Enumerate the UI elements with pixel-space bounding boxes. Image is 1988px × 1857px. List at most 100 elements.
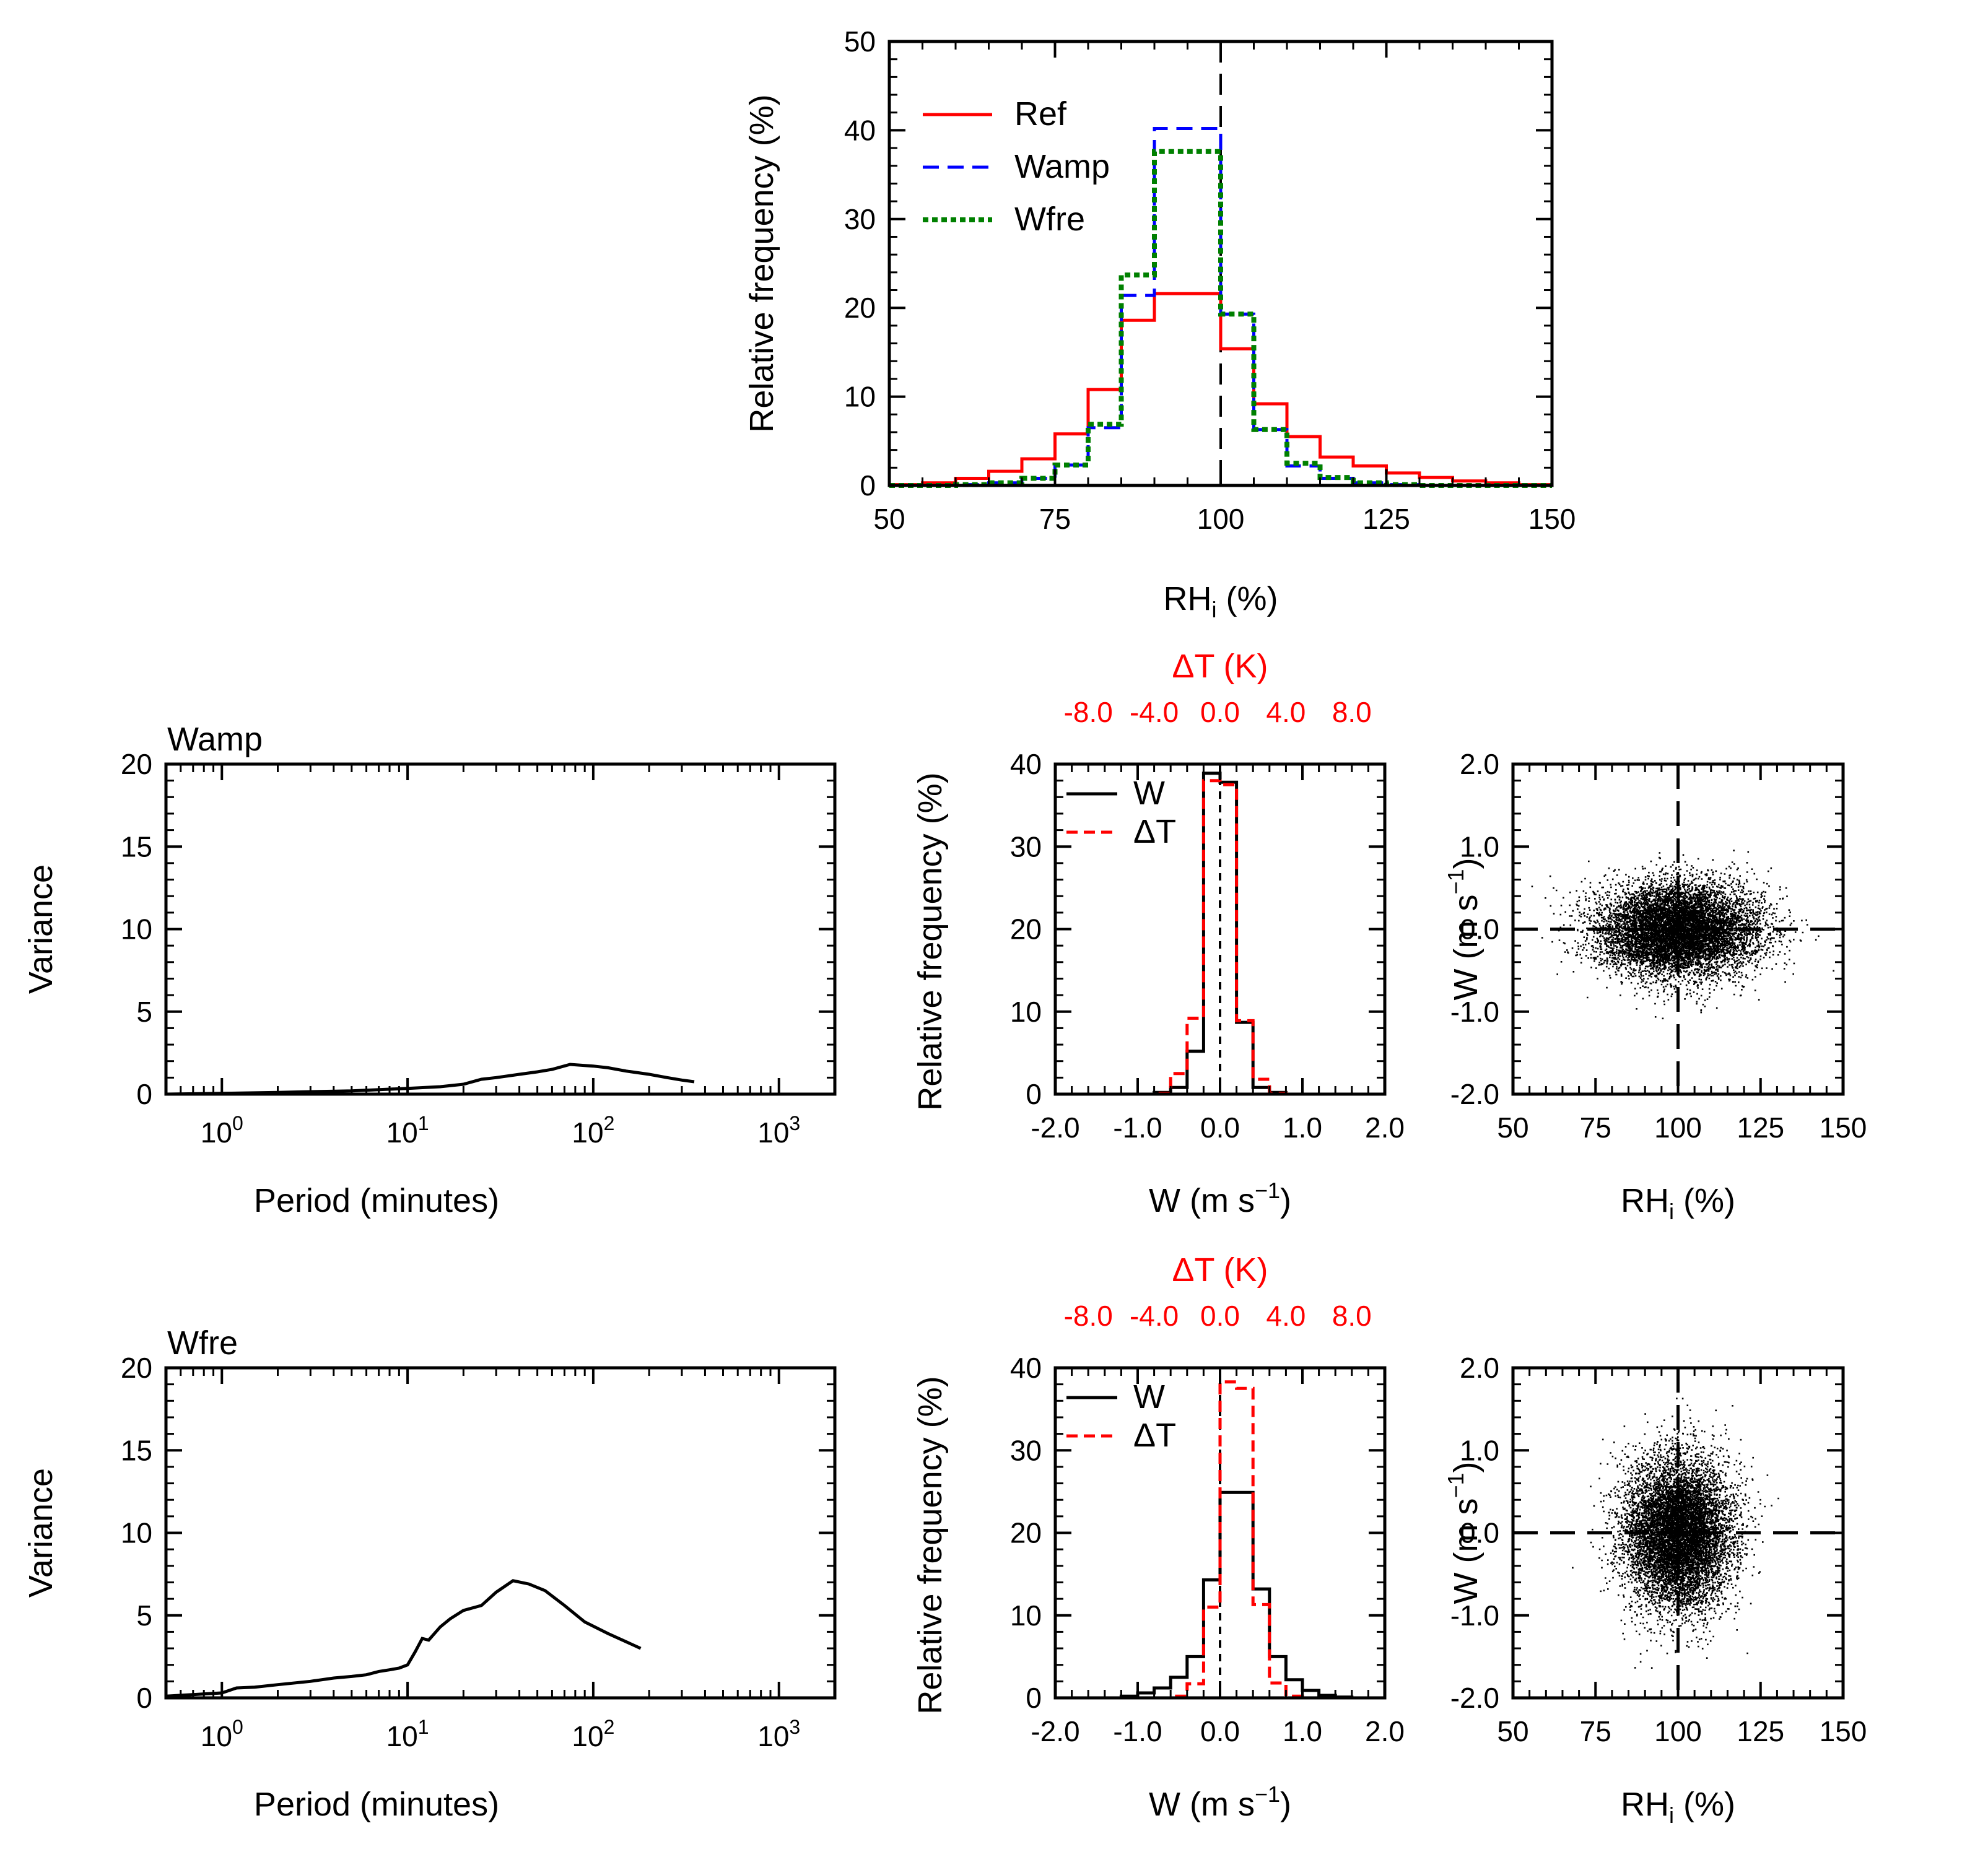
x-axis-label-sup: −1 [1255, 1178, 1280, 1203]
x-tick-label: 125 [1737, 1715, 1784, 1747]
x-tick-label: -2.0 [1031, 1715, 1079, 1747]
x-axis-label-unit: (%) [1674, 1182, 1735, 1219]
x-tick-base: 10 [757, 1720, 789, 1752]
scatter-panel: -2.0 -1.0 0.0 1.0 2.0 50 75 100 125 150 RHi (%) W (… [1443, 1352, 1867, 1828]
x-tick-label: -2.0 [1031, 1111, 1079, 1144]
plot-frame [164, 1366, 837, 1700]
x-tick-label: 101 [386, 1112, 429, 1149]
legend-label: ΔT [1133, 1417, 1176, 1454]
y-tick-label: 10 [121, 1517, 152, 1549]
legend-label: Wfre [1014, 201, 1085, 238]
x-tick-exponent: 1 [418, 1112, 429, 1134]
x-axis-label-main: W (m s [1149, 1786, 1255, 1823]
x-tick-exponent: 2 [604, 1112, 615, 1134]
top-x-axis-label: ΔT (K) [1172, 1251, 1268, 1289]
x-axis-label: Period (minutes) [254, 1182, 499, 1219]
x-axis-label-sub: i [1669, 1199, 1674, 1224]
top-x-tick-label: 0.0 [1200, 1300, 1240, 1332]
y-axis-label-sup: −1 [1443, 1472, 1468, 1498]
x-tick-label: 100 [1654, 1715, 1702, 1747]
y-tick-label: 30 [844, 203, 876, 235]
y-tick-label: 0.0 [1460, 1517, 1499, 1549]
legend-label: Ref [1014, 95, 1067, 133]
y-tick-label: 0 [136, 1682, 152, 1714]
x-tick-label: -1.0 [1113, 1111, 1162, 1144]
y-tick-label: 0 [1026, 1682, 1042, 1714]
y-tick-label: 0 [1026, 1078, 1042, 1110]
y-tick-label: 5 [136, 1599, 152, 1632]
x-tick-label: 103 [757, 1716, 800, 1752]
top-x-tick-label: 0.0 [1200, 696, 1240, 728]
x-tick-label: 1.0 [1283, 1111, 1322, 1144]
y-tick-label: -1.0 [1450, 996, 1499, 1028]
y-tick-label: 20 [1010, 1517, 1042, 1549]
x-tick-label: 100 [201, 1112, 243, 1149]
x-axis-label: W (m s−1) [1149, 1781, 1291, 1823]
y-axis-label: Relative frequency (%) [912, 1376, 949, 1714]
x-axis-label: RHi (%) [1621, 1786, 1735, 1828]
x-tick-base: 10 [386, 1720, 418, 1752]
y-axis-label-close: ) [1447, 858, 1484, 869]
x-tick-label: 150 [1528, 503, 1576, 535]
legend-label: W [1133, 775, 1165, 812]
x-axis-label-unit: (%) [1217, 580, 1278, 617]
y-tick-label: 10 [1010, 1599, 1042, 1632]
x-axis-label-main: RH [1164, 580, 1212, 617]
x-tick-exponent: 2 [604, 1716, 615, 1738]
x-tick-label: 100 [1654, 1111, 1702, 1144]
top-x-tick-label: -8.0 [1064, 1300, 1113, 1332]
x-tick-label: 2.0 [1365, 1111, 1405, 1144]
x-tick-label: 125 [1362, 503, 1410, 535]
top-x-tick-label: 8.0 [1332, 1300, 1372, 1332]
y-tick-label: 0 [136, 1078, 152, 1110]
x-tick-exponent: 0 [232, 1716, 243, 1738]
x-tick-exponent: 1 [418, 1716, 429, 1738]
x-tick-label: -1.0 [1113, 1715, 1162, 1747]
y-axis-label: W (m s−1) [1443, 858, 1484, 1001]
y-axis-label: Variance [22, 864, 59, 994]
x-tick-label: 102 [572, 1716, 614, 1752]
x-tick-label: 150 [1820, 1111, 1867, 1144]
y-axis-label: Relative frequency (%) [743, 94, 780, 432]
x-tick-label: 150 [1820, 1715, 1867, 1747]
x-tick-label: 2.0 [1365, 1715, 1405, 1747]
y-tick-label: 1.0 [1460, 1434, 1499, 1466]
y-axis-label: W (m s−1) [1443, 1462, 1484, 1604]
x-tick-label: 75 [1039, 503, 1071, 535]
x-axis-label-unit: (%) [1674, 1786, 1735, 1823]
x-tick-label: 50 [873, 503, 905, 535]
y-tick-label: 20 [121, 748, 152, 780]
x-axis-label-close: ) [1280, 1182, 1291, 1219]
x-tick-label: 50 [1497, 1715, 1528, 1747]
w-histogram-panel: 0 10 20 30 40 -2.0 -1.0 0.0 1.0 2.0 -8.0 -4.0 0.0 4.0… [912, 1251, 1405, 1823]
x-tick-label: 125 [1737, 1111, 1784, 1144]
x-tick-base: 10 [572, 1720, 603, 1752]
y-tick-label: 5 [136, 996, 152, 1028]
y-tick-label: 2.0 [1460, 1352, 1499, 1384]
y-axis-label: Relative frequency (%) [912, 772, 949, 1110]
x-axis-label-sub: i [1669, 1803, 1674, 1828]
x-tick-exponent: 3 [789, 1112, 800, 1134]
panel-title: Wfre [167, 1324, 238, 1362]
legend-label: ΔT [1133, 813, 1176, 850]
x-tick-label: 1.0 [1283, 1715, 1322, 1747]
x-tick-exponent: 3 [789, 1716, 800, 1738]
y-tick-label: 1.0 [1460, 830, 1499, 863]
y-tick-label: 0 [860, 469, 876, 502]
y-tick-label: 30 [1010, 1434, 1042, 1466]
x-axis-label: Period (minutes) [254, 1786, 499, 1823]
x-axis-label: W (m s−1) [1149, 1178, 1291, 1219]
x-axis-label-sub: i [1212, 597, 1217, 622]
x-tick-label: 50 [1497, 1111, 1528, 1144]
y-tick-label: 20 [1010, 913, 1042, 946]
x-tick-label: 101 [386, 1716, 429, 1752]
scatter-panel: -2.0 -1.0 0.0 1.0 2.0 50 75 100 125 150 RHi (%) W (… [1443, 748, 1867, 1224]
y-axis-label-close: ) [1447, 1462, 1484, 1473]
legend-label: Wamp [1014, 148, 1110, 185]
y-tick-label: 40 [1010, 1352, 1042, 1384]
x-tick-label: 0.0 [1200, 1111, 1240, 1144]
y-axis-label-main: W (m s [1447, 895, 1484, 1001]
x-tick-label: 100 [201, 1716, 243, 1752]
y-axis-label-main: W (m s [1447, 1498, 1484, 1604]
y-tick-label: 40 [1010, 748, 1042, 780]
